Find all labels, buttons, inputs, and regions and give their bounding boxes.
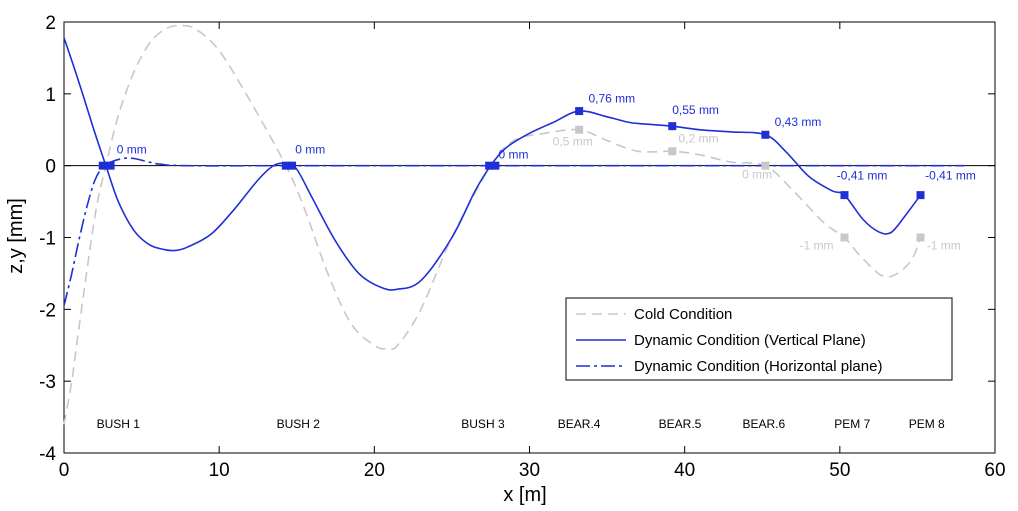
series-cold-condition (63, 24, 922, 425)
legend-label-cold: Cold Condition (634, 306, 732, 323)
value-annotation: -0,41 mm (837, 168, 888, 182)
support-label: BEAR.6 (742, 417, 785, 431)
x-axis-label: x [m] (503, 484, 546, 506)
dynamic-marker (98, 161, 107, 170)
x-tick-label: 0 (59, 460, 70, 481)
support-label: BUSH 3 (461, 417, 505, 431)
cold-marker (668, 147, 677, 156)
legend: Cold Condition Dynamic Condition (Vertic… (565, 297, 953, 381)
value-annotation: 0 mm (498, 147, 528, 161)
value-annotation: 0,5 mm (553, 135, 593, 149)
value-annotation: 0,43 mm (775, 115, 822, 129)
support-label: BUSH 2 (277, 417, 321, 431)
value-annotation: -1 mm (927, 239, 961, 253)
support-label: BEAR.4 (558, 417, 601, 431)
cold-marker (761, 161, 770, 170)
cold-marker (916, 233, 925, 242)
value-annotation: -0,41 mm (925, 168, 976, 182)
dynamic-marker (288, 161, 297, 170)
dynamic-marker (668, 122, 677, 131)
x-tick-label: 50 (829, 460, 850, 481)
axes: 0 10 20 30 40 50 60 -4 -3 -2 -1 0 1 2 (39, 13, 1005, 481)
cold-marker (575, 125, 584, 134)
y-tick-label: -2 (39, 300, 56, 321)
series-dynamic-vertical (63, 37, 922, 291)
y-tick-label: 1 (45, 85, 56, 106)
y-tick-label: -4 (39, 444, 56, 465)
series-dynamic-horizontal (63, 157, 964, 306)
dynamic-marker (761, 130, 770, 139)
series-lines (63, 24, 964, 425)
y-tick-label: 0 (45, 157, 56, 178)
dynamic-marker (281, 161, 290, 170)
value-annotation: 0,55 mm (672, 103, 719, 117)
dynamic-marker (485, 161, 494, 170)
value-annotation: 0 mm (117, 142, 147, 156)
support-label: PEM 8 (909, 417, 945, 431)
legend-box (565, 297, 953, 381)
support-label: PEM 7 (834, 417, 870, 431)
x-tick-label: 10 (209, 460, 230, 481)
y-tick-label: -1 (39, 229, 56, 250)
plot-frame (63, 21, 996, 454)
support-labels: BUSH 1 BUSH 2 BUSH 3 BEAR.4 BEAR.5 BEAR.6 PEM … (97, 417, 945, 431)
support-label: BUSH 1 (97, 417, 141, 431)
dynamic-marker (916, 191, 925, 200)
y-axis-label: z,y [mm] (5, 198, 27, 274)
value-annotation: 0 mm (295, 142, 325, 156)
value-annotation: 0 mm (742, 168, 772, 182)
legend-label-vertical: Dynamic Condition (Vertical Plane) (634, 332, 866, 349)
y-tick-label: -3 (39, 372, 56, 393)
x-tick-label: 20 (364, 460, 385, 481)
dynamic-marker (840, 191, 849, 200)
x-tick-label: 40 (674, 460, 695, 481)
legend-label-horizontal: Dynamic Condition (Horizontal plane) (634, 358, 882, 375)
x-tick-label: 30 (519, 460, 540, 481)
dynamic-marker (106, 161, 115, 170)
y-tick-label: 2 (45, 13, 56, 34)
dynamic-marker (575, 107, 584, 116)
data-markers (98, 107, 925, 242)
x-tick-label: 60 (984, 460, 1005, 481)
cold-marker (840, 233, 849, 242)
value-annotation: -1 mm (799, 239, 833, 253)
value-annotation: 0,2 mm (678, 132, 718, 146)
support-label: BEAR.5 (659, 417, 702, 431)
dynamic-marker (491, 161, 500, 170)
annotations: 0 mm 0 mm 0 mm 0,76 mm 0,55 mm 0,43 mm -0,41 m… (117, 91, 976, 252)
value-annotation: 0,76 mm (588, 91, 635, 105)
